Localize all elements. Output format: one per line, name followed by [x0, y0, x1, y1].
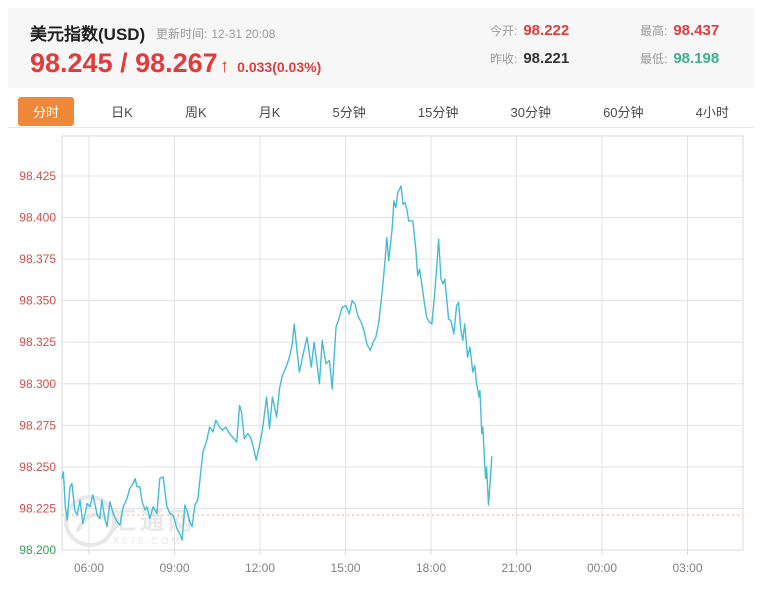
tab-60min[interactable]: 60分钟 — [603, 105, 644, 120]
stat-value: 98.198 — [673, 50, 720, 67]
y-axis-label: 98.275 — [19, 418, 56, 432]
quote-stats: 今开: 98.222 最高: 98.437 昨收: 98.221 最低: 98.198 — [490, 22, 762, 68]
tab-5min[interactable]: 5分钟 — [332, 105, 366, 120]
tab-4hour[interactable]: 4小时 — [695, 105, 729, 120]
watermark-en-text: FX678.COM — [104, 536, 182, 547]
stat-open: 今开: 98.222 — [490, 22, 640, 40]
y-axis-label: 98.350 — [19, 294, 56, 308]
tab-month-k[interactable]: 月K — [258, 105, 281, 120]
intraday-line-chart: 98.200 98.225 98.250 98.275 98.300 98.325 98.3… — [19, 135, 744, 575]
x-axis-label: 06:00 — [74, 561, 104, 575]
price-line-series — [61, 185, 493, 541]
x-axis-label: 03:00 — [672, 561, 702, 575]
tab-30min[interactable]: 30分钟 — [510, 105, 551, 120]
watermark-logo-swoosh-icon — [76, 513, 106, 532]
x-axis-label: 18:00 — [416, 561, 446, 575]
stat-high: 最高: 98.437 — [640, 22, 762, 40]
stat-label: 昨收: — [490, 52, 518, 66]
tab-15min[interactable]: 15分钟 — [417, 105, 459, 120]
tab-week-k[interactable]: 周K — [184, 105, 207, 120]
y-axis-label: 98.300 — [19, 377, 56, 391]
stat-prev-close: 昨收: 98.221 — [490, 50, 640, 68]
update-time-label: 更新时间: — [156, 27, 208, 41]
tab-day-k[interactable]: 日K — [111, 105, 133, 120]
instrument-title: 美元指数(USD) — [30, 25, 146, 44]
bid-ask-price: 98.245 / 98.267 — [30, 48, 218, 78]
y-axis-label: 98.325 — [19, 335, 56, 349]
update-time: 更新时间: 12-31 20:08 — [156, 25, 275, 42]
quote-header: 美元指数(USD) 更新时间: 12-31 20:08 98.245 / 98.2… — [8, 8, 754, 88]
tab-fenshi[interactable]: 分时 — [18, 97, 75, 126]
y-axis-label: 98.375 — [19, 252, 56, 266]
y-axis-label: 98.425 — [19, 169, 56, 183]
x-axis-label: 09:00 — [159, 561, 189, 575]
y-axis-label: 98.225 — [19, 501, 56, 515]
x-axis-label: 12:00 — [245, 561, 275, 575]
stat-value: 98.221 — [523, 50, 570, 67]
stat-low: 最低: 98.198 — [640, 50, 762, 68]
stat-value: 98.222 — [523, 22, 570, 39]
up-arrow-icon: ↑ — [219, 56, 230, 77]
price-quote: 98.245 / 98.267 ↑ 0.033(0.03%) — [30, 48, 321, 82]
x-axis-label: 00:00 — [587, 561, 617, 575]
stat-label: 今开: — [490, 24, 518, 38]
x-axis-label: 15:00 — [330, 561, 360, 575]
plot-border — [61, 135, 744, 551]
y-axis-label: 98.250 — [19, 460, 56, 474]
interval-tab-bar: 分时 日K 周K 月K 5分钟 15分钟 30分钟 60分钟 4小时 — [8, 96, 754, 128]
update-time-value: 12-31 20:08 — [211, 27, 276, 41]
stat-value: 98.437 — [673, 22, 720, 39]
stat-label: 最低: — [640, 52, 668, 66]
y-axis-label: 98.200 — [19, 543, 56, 557]
x-axis-label: 21:00 — [501, 561, 531, 575]
stat-label: 最高: — [640, 24, 668, 38]
price-change: 0.033(0.03%) — [237, 59, 322, 75]
watermark-logo-icon — [64, 495, 116, 547]
y-axis-label: 98.400 — [19, 211, 56, 225]
